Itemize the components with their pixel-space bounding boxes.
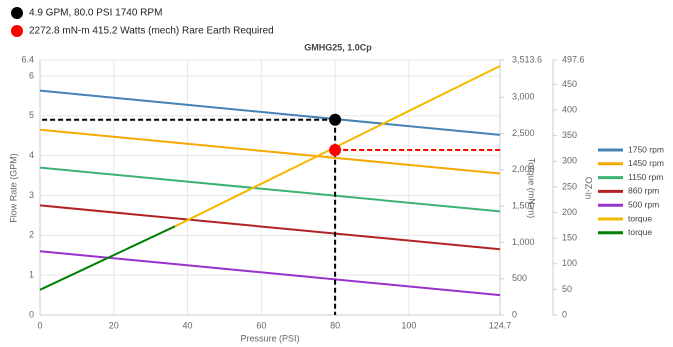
y2-axis-label: Torque (mN-m) — [527, 158, 537, 219]
y-tick-label: 3 — [29, 190, 34, 200]
y3-tick-label: 200 — [562, 207, 577, 217]
y3-tick-label: 400 — [562, 104, 577, 114]
y-tick-label: 6.4 — [21, 54, 34, 64]
y3-tick-label: 100 — [562, 258, 577, 268]
legend-label: torque — [628, 213, 652, 223]
x-tick-label: 0 — [37, 320, 42, 330]
x-tick-label: 80 — [330, 320, 340, 330]
legend-label: 500 rpm — [628, 199, 659, 209]
annotation-text: 2272.8 mN-m 415.2 Watts (mech) Rare Eart… — [29, 26, 274, 37]
y2-tick-label: 2,500 — [512, 128, 535, 138]
series-line — [39, 128, 501, 175]
y3-tick-label: 497.6 — [562, 54, 585, 64]
series-line — [39, 166, 501, 213]
y2-tick-label: 3,513.6 — [512, 54, 542, 64]
series-line — [39, 225, 176, 291]
y3-tick-label: 450 — [562, 79, 577, 89]
x-axis-label: Pressure (PSI) — [240, 333, 299, 343]
x-tick-label: 60 — [256, 320, 266, 330]
y-axis-label: Flow Rate (GPM) — [8, 153, 18, 223]
marker-point — [329, 144, 342, 157]
y2-tick-label: 500 — [512, 273, 527, 283]
legend-label: torque — [628, 227, 652, 237]
legend-label: 1150 rpm — [628, 172, 663, 182]
y3-tick-label: 0 — [562, 309, 567, 319]
legend-label: 1450 rpm — [628, 158, 664, 168]
y3-tick-label: 50 — [562, 284, 572, 294]
y3-axis-label: OZ-in — [584, 177, 594, 200]
series-line — [39, 89, 501, 136]
y2-tick-label: 1,000 — [512, 237, 535, 247]
y3-tick-label: 350 — [562, 130, 577, 140]
y3-tick-label: 250 — [562, 181, 577, 191]
annotation-dot — [11, 25, 23, 37]
legend-label: 1750 rpm — [628, 144, 664, 154]
chart-title: GMHG25, 1.0Cp — [304, 42, 372, 52]
y-tick-label: 4 — [29, 150, 34, 160]
x-tick-label: 20 — [109, 320, 119, 330]
series-line — [39, 250, 501, 297]
y-tick-label: 6 — [29, 70, 34, 80]
series-line — [39, 204, 501, 251]
y3-tick-label: 150 — [562, 233, 577, 243]
legend-label: 860 rpm — [628, 186, 659, 196]
y2-tick-label: 2,000 — [512, 164, 535, 174]
y2-tick-label: 0 — [512, 309, 517, 319]
x-tick-label: 40 — [183, 320, 193, 330]
y3-tick-label: 300 — [562, 156, 577, 166]
marker-point — [329, 113, 342, 126]
y-tick-label: 1 — [29, 270, 34, 280]
annotation-dot — [11, 7, 23, 19]
y-tick-label: 0 — [29, 309, 34, 319]
y-tick-label: 2 — [29, 230, 34, 240]
y2-tick-label: 1,500 — [512, 201, 535, 211]
y2-tick-label: 3,000 — [512, 92, 535, 102]
x-tick-label: 124.7 — [489, 320, 512, 330]
x-tick-label: 100 — [401, 320, 416, 330]
annotation-text: 4.9 GPM, 80.0 PSI 1740 RPM — [29, 8, 162, 19]
y-tick-label: 5 — [29, 110, 34, 120]
